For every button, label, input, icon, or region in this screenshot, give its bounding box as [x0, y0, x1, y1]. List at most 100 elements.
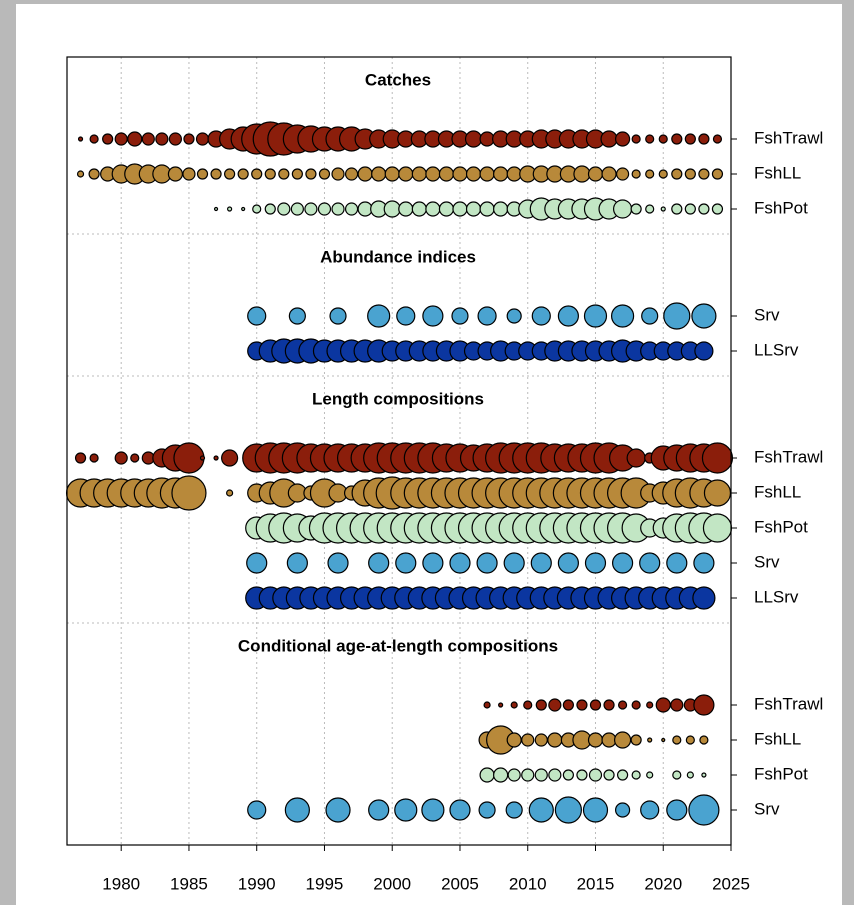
bubble [357, 201, 373, 217]
bubble [89, 134, 99, 144]
bubble [493, 767, 509, 783]
bubble [666, 799, 688, 821]
bubble [521, 733, 535, 747]
bubble [698, 133, 710, 145]
bubble [478, 801, 496, 819]
bubble [76, 170, 85, 178]
row-label: FshTrawl [754, 694, 823, 713]
bubble [452, 166, 468, 182]
plot-frame [66, 56, 732, 846]
bubble [506, 732, 522, 748]
bubble [241, 206, 246, 212]
bubble [672, 735, 682, 745]
bubble [661, 737, 666, 743]
bubble [411, 201, 427, 217]
bubble [127, 131, 143, 147]
bubble [327, 552, 349, 574]
bubble [685, 735, 695, 745]
row-label: FshPot [754, 517, 808, 536]
bubble [603, 769, 615, 781]
bubble [576, 769, 588, 781]
section-title: Abundance indices [320, 247, 476, 266]
bubble [173, 442, 205, 474]
bubble [631, 770, 641, 780]
bubble [479, 201, 495, 217]
bubble [357, 166, 373, 182]
bubble [639, 552, 661, 574]
bubble [237, 168, 249, 180]
bubble [554, 796, 582, 824]
bubble [368, 799, 390, 821]
bubble [396, 306, 416, 326]
bubble [611, 552, 634, 574]
bubble [646, 771, 654, 779]
bubble [588, 768, 603, 782]
row-label: FshTrawl [754, 128, 823, 147]
bubble [318, 168, 331, 180]
bubble [547, 732, 563, 748]
bubble [155, 132, 169, 146]
x-tick-label: 2015 [577, 874, 615, 893]
bubble [693, 552, 715, 574]
bubble [247, 306, 267, 326]
bubble [290, 202, 304, 216]
bubble [102, 133, 114, 145]
bubble [224, 168, 236, 180]
bubble [534, 733, 548, 747]
bubble [576, 699, 588, 711]
bubble [534, 768, 548, 782]
bubble [603, 699, 615, 711]
bubble [89, 453, 99, 463]
bubble [510, 701, 518, 709]
bubble [698, 168, 710, 180]
bubble [660, 206, 666, 212]
bubble [183, 133, 195, 145]
bubble [264, 168, 276, 180]
bubble [421, 798, 445, 822]
bubble [284, 797, 310, 823]
bubble [305, 168, 317, 180]
bubble [452, 201, 468, 217]
bubble [367, 304, 391, 328]
bubble [130, 453, 140, 463]
bubble [278, 168, 290, 180]
row-label: FshPot [754, 764, 808, 783]
bubble [530, 552, 552, 574]
bubble [288, 307, 306, 325]
bubble [600, 130, 618, 148]
bubble [344, 167, 359, 181]
section-title: Length compositions [312, 389, 484, 408]
bubble [647, 737, 653, 743]
bubble [493, 201, 509, 217]
bubble [247, 800, 267, 820]
bubble [672, 770, 682, 780]
bubble [74, 452, 87, 464]
bubble [425, 166, 441, 182]
bubble [521, 768, 535, 782]
row-label: FshLL [754, 163, 801, 182]
x-tick-label: 1980 [102, 874, 140, 893]
bubble [631, 169, 641, 179]
bubble [631, 134, 641, 144]
bubble [612, 199, 633, 219]
bubble [411, 166, 427, 182]
bubble [77, 136, 84, 142]
bubble [711, 203, 724, 215]
bubble [670, 698, 684, 712]
bubble [264, 203, 276, 215]
bubble [616, 769, 629, 781]
bubble [701, 772, 707, 778]
bubble [655, 697, 671, 713]
bubble [196, 168, 209, 180]
bubble [702, 513, 733, 543]
bubble [221, 449, 239, 467]
x-tick-label: 2005 [441, 874, 479, 893]
x-tick-label: 2020 [644, 874, 682, 893]
bubble [548, 768, 562, 782]
bubble [438, 166, 455, 182]
bubble [449, 552, 471, 574]
bubble [251, 168, 263, 180]
bubble [167, 166, 184, 182]
bubble [601, 166, 617, 182]
bubble [331, 167, 345, 181]
